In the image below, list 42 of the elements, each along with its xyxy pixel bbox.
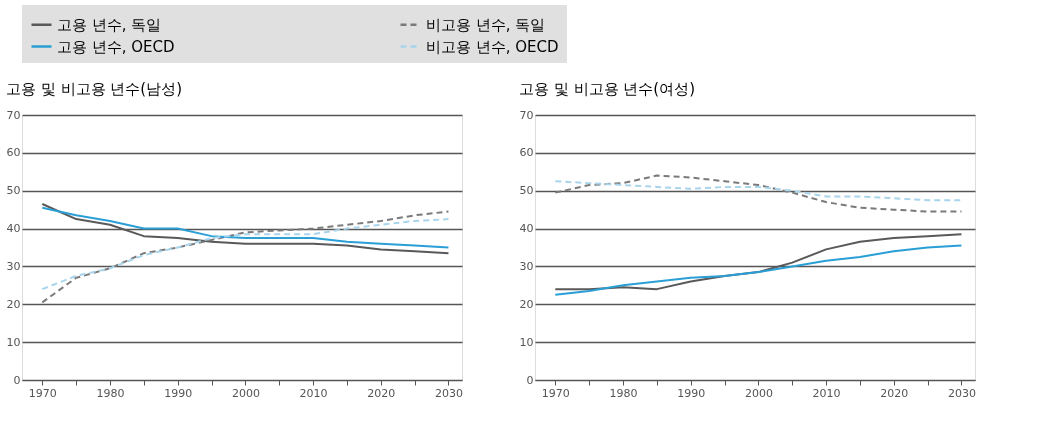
x-tick-label: 2000 (744, 386, 773, 400)
x-tick-label: 1980 (96, 386, 125, 400)
legend-label: 비고용 년수, OECD (426, 37, 559, 56)
y-tick-label: 0 (526, 373, 534, 387)
y-tick-label: 70 (6, 108, 21, 122)
y-tick-label: 20 (6, 297, 21, 311)
line-series (554, 244, 963, 296)
x-tick-label: 1970 (28, 386, 57, 400)
y-tick-label: 70 (519, 108, 534, 122)
legend-label: 고용 년수, 독일 (57, 15, 162, 34)
line-series (554, 180, 963, 202)
x-tick-label: 1970 (541, 386, 570, 400)
x-tick-label: 2020 (880, 386, 909, 400)
y-tick-label: 10 (6, 335, 21, 349)
line-series (41, 210, 450, 304)
line-series (41, 206, 450, 249)
y-tick-label: 10 (519, 335, 534, 349)
y-tick-label: 50 (6, 184, 21, 198)
x-tick-label: 2010 (812, 386, 841, 400)
y-tick-label: 40 (519, 222, 534, 236)
y-tick-label: 0 (13, 373, 21, 387)
x-tick-label: 2000 (231, 386, 260, 400)
legend-label: 고용 년수, OECD (57, 37, 175, 56)
x-tick-label: 2030 (947, 386, 976, 400)
y-tick-label: 30 (6, 259, 21, 273)
y-tick-label: 50 (519, 184, 534, 198)
y-tick-label: 60 (519, 146, 534, 160)
y-tick-label: 30 (519, 259, 534, 273)
y-tick-label: 20 (519, 297, 534, 311)
y-tick-label: 40 (6, 222, 21, 236)
x-tick-label: 1980 (609, 386, 638, 400)
chart-title: 고용 및 비고용 년수(남성) (6, 80, 183, 98)
legend-label: 비고용 년수, 독일 (426, 15, 546, 34)
x-tick-label: 1990 (677, 386, 706, 400)
x-tick-label: 1990 (164, 386, 193, 400)
y-tick-label: 60 (6, 146, 21, 160)
x-tick-label: 2020 (367, 386, 396, 400)
line-series (554, 174, 963, 213)
x-tick-label: 2030 (434, 386, 463, 400)
chart-title: 고용 및 비고용 년수(여성) (519, 80, 696, 98)
line-series (41, 218, 450, 291)
x-tick-label: 2010 (299, 386, 328, 400)
